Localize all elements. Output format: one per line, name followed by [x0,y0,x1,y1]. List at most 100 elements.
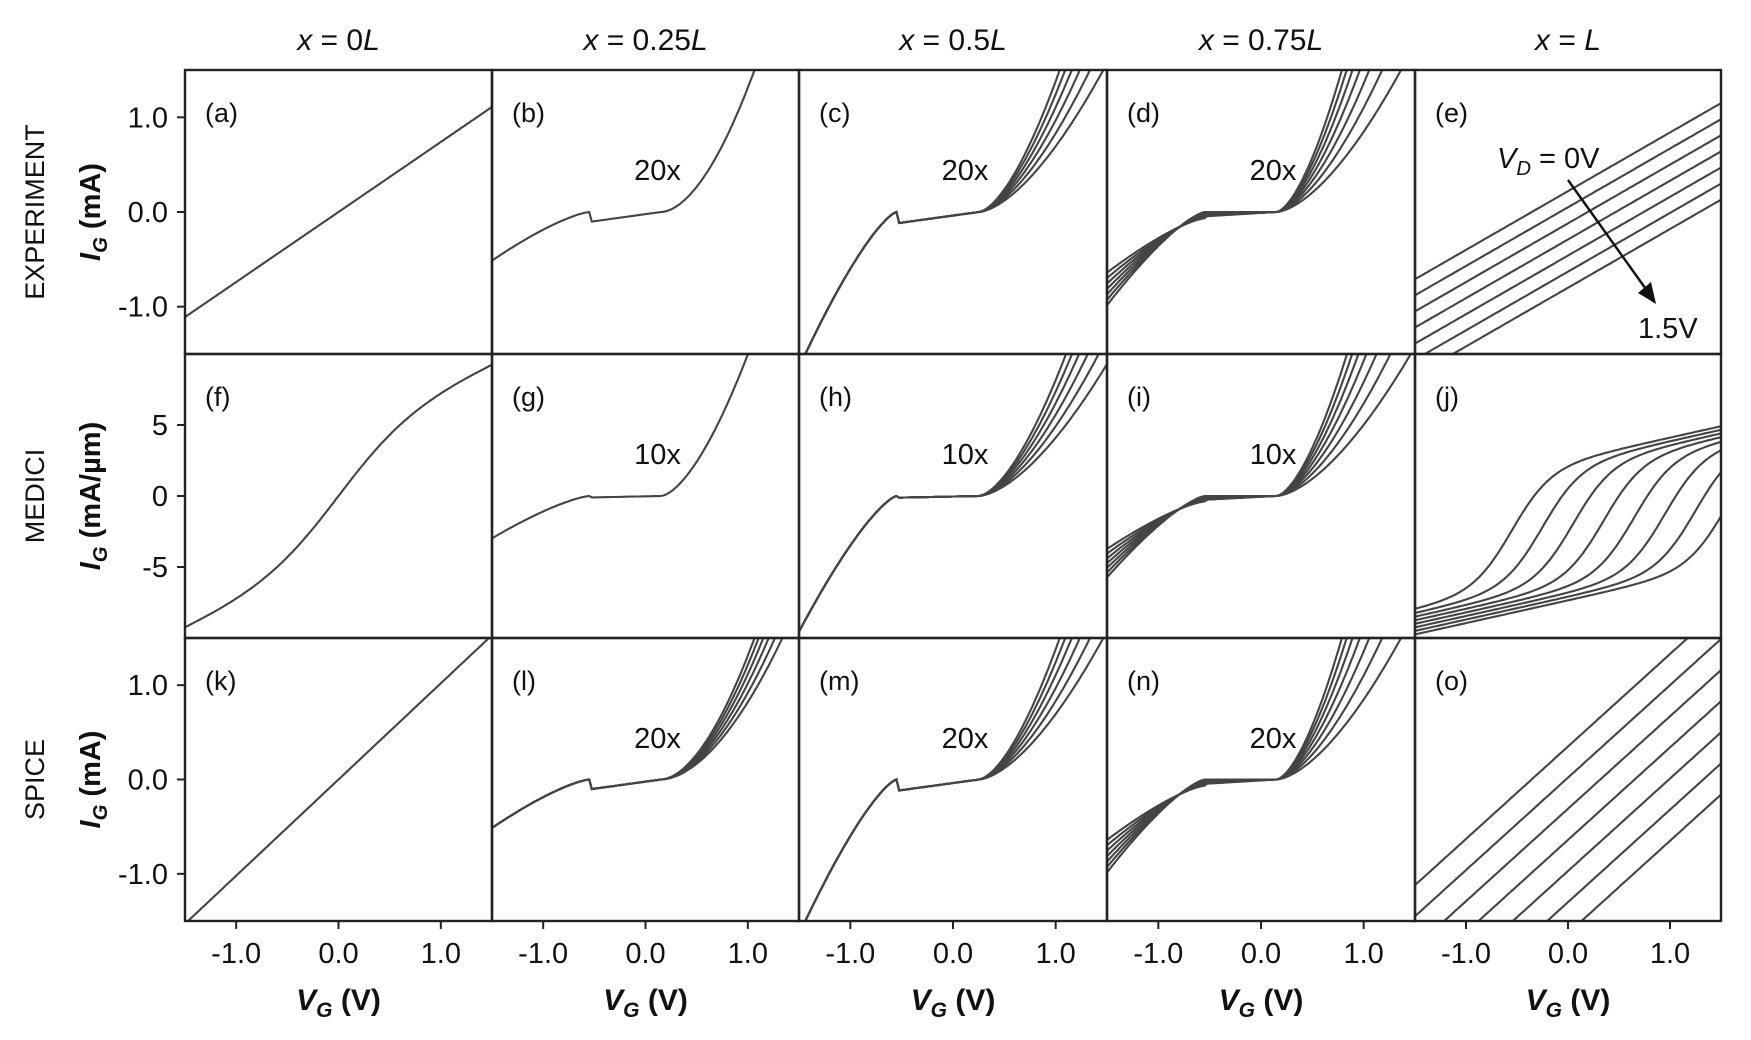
series-line-4 [1415,436,1721,622]
panel-label: (c) [819,98,850,128]
series-line-1 [1415,638,1690,886]
x-tick-label: -1.0 [1441,938,1491,970]
magnification-label: 10x [634,439,681,471]
x-tick-label: 1.0 [1344,938,1384,970]
panel-label: (o) [1435,666,1468,696]
panel-label: (g) [512,382,545,412]
panel-label: (j) [1435,382,1459,412]
x-tick-label: -1.0 [1133,938,1183,970]
magnification-label: 20x [942,723,989,755]
y-tick-label: 1.0 [128,102,168,134]
x-tick-label: 0.0 [1548,938,1588,970]
panel-o: (o) -1.0 0.0 1.0 VG (V) [1413,636,1723,1022]
sweep-arrow-head [1638,282,1656,304]
panel-n: (n) 20x -1.0 0.0 1.0 VG (V) [1105,636,1417,1022]
series-line-6 [1422,182,1721,354]
series-line-3 [1442,669,1721,921]
panel-l: (l) 20x -1.0 0.0 1.0 VG (V) [490,636,801,1022]
y-tick-label: 0.0 [128,197,168,229]
series-line-3 [1415,432,1721,618]
panel-h: (h) 10x [797,352,1109,640]
x-tick-label: -1.0 [211,938,261,970]
y-axis-label: IG (mA) [75,731,112,829]
x-tick-label: 0.0 [1241,938,1281,970]
panel-k: (k) -1.0 0.0 1.0 VG (V) [183,636,494,1022]
panel-d: (d) 20x [1105,68,1417,356]
series-line-6 [1107,354,1392,574]
series-line-1 [185,106,492,318]
series-line-6 [1545,762,1721,921]
panel-label: (k) [205,666,236,696]
series-line-1 [492,70,756,262]
vd-start-label: VD = 0V [1497,143,1600,180]
vd-end-label: 1.5V [1638,313,1698,345]
series-line-1 [1107,354,1349,550]
y-axis-label: IG (mA/µm) [75,422,112,571]
series-line-7 [1580,793,1721,921]
x-axis-label: VG (V) [1526,984,1611,1022]
series-line-1 [492,354,750,540]
panel-c: (c) 20x [797,68,1109,356]
series-line-3 [1107,638,1354,852]
series-line-5 [492,638,777,829]
x-axis-label: VG (V) [603,984,688,1022]
magnification-label: 10x [1250,439,1297,471]
series-line-4 [1107,638,1361,857]
series-line-2 [1415,118,1721,297]
panel-label: (a) [205,98,238,128]
panel-g: (g) 10x [490,352,801,640]
column-title: x = 0.75L [1197,24,1323,57]
y-tick-label: -1.0 [118,292,168,324]
series-line-4 [1415,150,1721,329]
series-line-1 [185,363,492,629]
series-line-7 [1450,198,1721,354]
series-line-6 [1107,638,1384,868]
series-line-6 [492,638,784,829]
series-line-4 [1107,354,1368,564]
series-line-7 [1107,638,1403,874]
series-line-3 [1415,134,1721,313]
x-axis-label: VG (V) [1219,984,1304,1022]
panel-label: (b) [512,98,545,128]
panel-frame [490,636,801,923]
panel-label: (e) [1435,98,1468,128]
x-tick-label: 0.0 [933,938,973,970]
y-tick-label: 5 [152,410,168,442]
panel-label: (f) [205,382,230,412]
magnification-label: 20x [942,155,989,187]
series-line-2 [1415,638,1721,918]
magnification-label: 20x [634,723,681,755]
series-line-5 [1511,731,1721,921]
sweep-arrow-shaft [1567,179,1649,293]
series-line-7 [1107,70,1403,306]
series-line-7 [1107,354,1413,579]
series-line-5 [1415,166,1721,345]
column-title: x = 0.25L [581,24,707,57]
panel-f: (f) [183,352,494,640]
x-tick-label: 1.0 [728,938,768,970]
y-tick-label: -5 [142,552,168,584]
y-tick-label: 0 [152,481,168,513]
series-line-6 [799,363,1107,633]
series-line-4 [1476,700,1721,921]
series-line-4 [799,354,1089,633]
column-title: x = 0.5L [897,24,1007,57]
magnification-label: 20x [634,155,681,187]
y-tick-label: -1.0 [118,859,168,891]
y-tick-label: 0.0 [128,765,168,797]
series-line-2 [1415,428,1721,615]
row-title: EXPERIMENT [20,124,50,300]
series-line-1 [186,638,491,921]
series-line-2 [1107,354,1354,555]
magnification-label: 10x [942,439,989,471]
panel-label: (m) [819,666,859,696]
series-line-1 [1415,425,1721,610]
series-line-5 [1415,440,1721,625]
y-tick-label: 1.0 [128,670,168,702]
series-line-1 [1415,102,1721,281]
panel-m: (m) 20x -1.0 0.0 1.0 VG (V) [797,636,1109,1022]
series-line-6 [804,70,1105,354]
magnification-label: 20x [1250,723,1297,755]
series-line-6 [804,638,1105,921]
